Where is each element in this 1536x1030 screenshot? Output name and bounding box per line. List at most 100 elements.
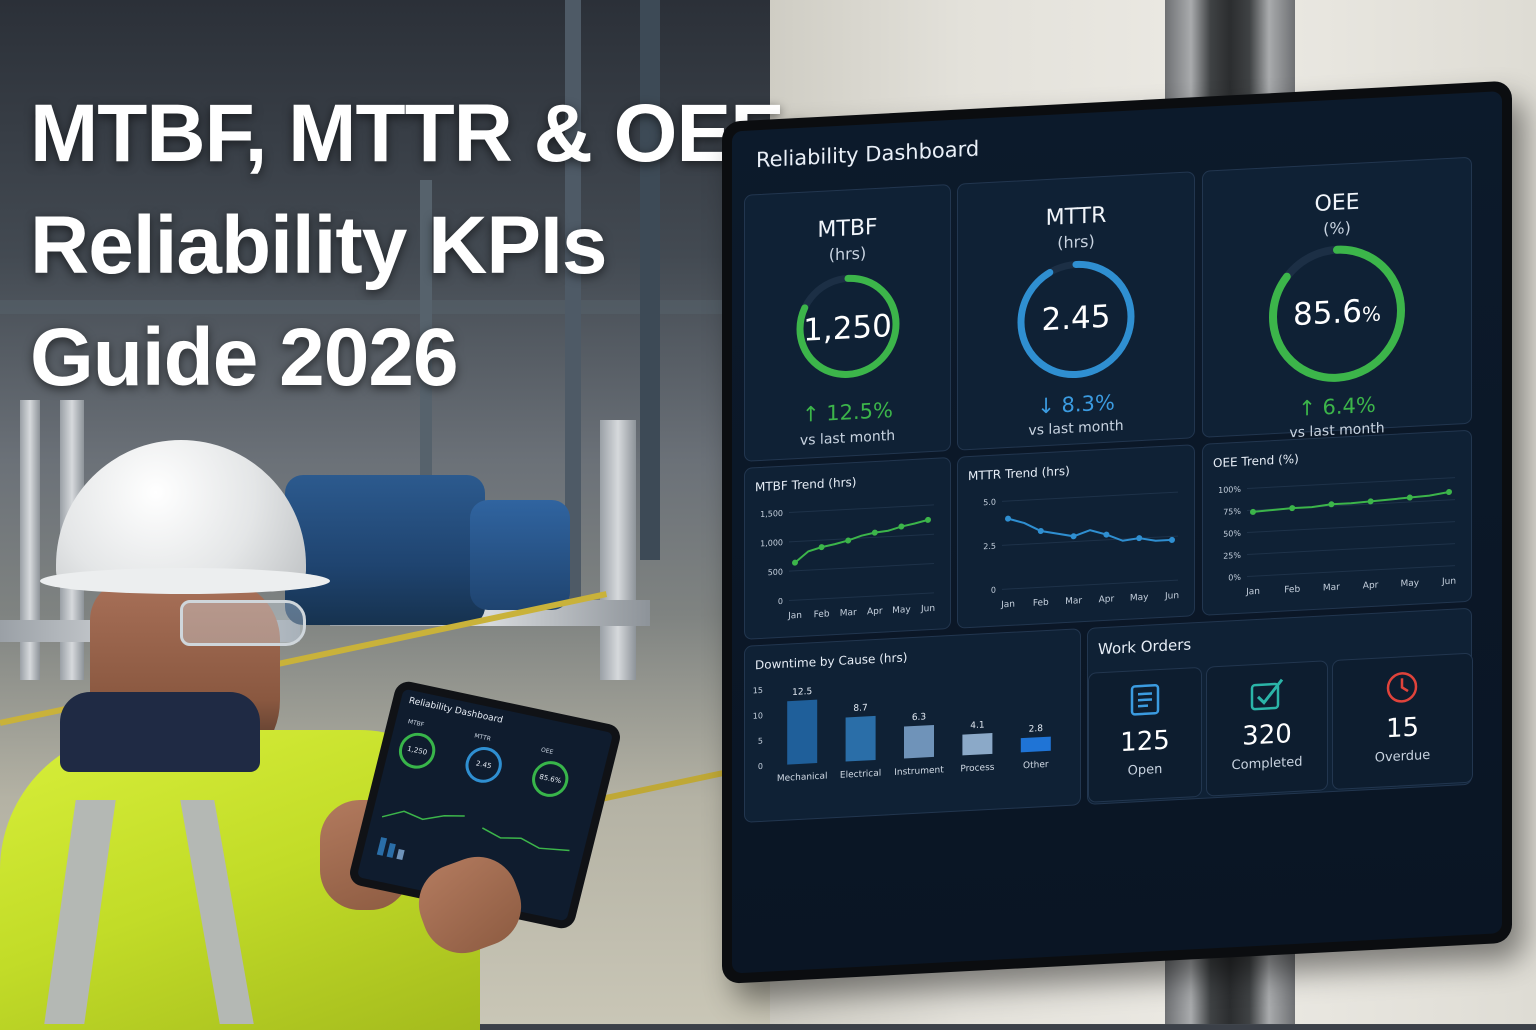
x-tick-label: Mar <box>1323 583 1340 594</box>
kpi-value-number: 85.6 <box>1292 293 1362 334</box>
bar-value-label: 4.1 <box>970 720 984 731</box>
data-point <box>1070 533 1077 540</box>
y-tick-label: 25% <box>1223 551 1241 561</box>
y-tick-label: 15 <box>753 686 763 696</box>
dashboard-title: Reliability Dashboard <box>756 136 980 173</box>
bar-value-label: 12.5 <box>792 687 812 698</box>
y-tick-label: 1,500 <box>760 509 783 519</box>
work-order-overdue[interactable]: 15 Overdue <box>1332 652 1473 791</box>
bar-category-label: Other <box>1023 760 1049 771</box>
mttr-trend-card[interactable]: MTTR Trend (hrs) 0 2.5 5.0 Jan Feb Mar Apr May J… <box>957 444 1195 629</box>
gridline <box>789 504 934 513</box>
data-point <box>845 537 852 544</box>
tablet-mtbf-label: MTBF <box>407 718 425 729</box>
kpi-note: vs last month <box>799 427 896 449</box>
x-tick-label: Feb <box>1284 585 1300 596</box>
x-tick-label: Apr <box>1363 581 1379 592</box>
data-point <box>1136 535 1143 542</box>
safety-glasses <box>180 600 306 646</box>
data-point <box>871 529 878 536</box>
check-icon <box>1250 678 1284 711</box>
tablet-oee-ring: 85.6% <box>528 757 573 801</box>
bar-category-label: Electrical <box>840 769 881 781</box>
y-tick-label: 0 <box>991 586 996 595</box>
data-point <box>1367 498 1374 505</box>
kpi-card-mttr[interactable]: MTTR (hrs) 2.45 ↓ 8.3% vs last month <box>957 171 1195 451</box>
x-tick-label: May <box>1401 578 1420 589</box>
x-tick-label: Jun <box>1164 591 1179 602</box>
x-tick-label: Jan <box>1245 587 1260 598</box>
data-point <box>818 544 825 551</box>
work-orders-card[interactable]: Work Orders 125 Open 320 Completed <box>1087 607 1473 805</box>
work-order-label: Open <box>1127 761 1163 779</box>
kpi-value: 2.45 <box>1041 298 1111 339</box>
data-point <box>925 516 931 523</box>
tablet-mttr-ring: 2.45 <box>461 743 506 787</box>
x-tick-label: Feb <box>1033 598 1049 609</box>
tablet-oee-value: 85.6% <box>538 772 563 786</box>
work-orders-title: Work Orders <box>1098 635 1192 659</box>
gridline <box>1247 565 1455 577</box>
x-tick-label: May <box>1130 593 1149 604</box>
y-tick-label: 1,000 <box>760 538 783 548</box>
y-tick-label: 2.5 <box>983 542 996 552</box>
headline-line-2: Reliability KPIs <box>30 200 607 291</box>
mttr-trend-chart: 0 2.5 5.0 Jan Feb Mar Apr May Jun <box>983 491 1179 610</box>
kpi-card-oee[interactable]: OEE (%) 85.6% ↑ 6.4% vs last month <box>1202 156 1472 441</box>
tablet-mini-charts <box>376 810 570 860</box>
headline-line-3: Guide 2026 <box>30 312 459 403</box>
data-point <box>1328 501 1335 508</box>
data-point <box>1037 527 1044 534</box>
work-order-completed[interactable]: 320 Completed <box>1206 660 1328 797</box>
headline-line-1: MTBF, MTTR & OEE: <box>30 88 811 179</box>
data-point <box>898 523 905 530</box>
hard-hat-brim <box>40 568 330 594</box>
work-order-open[interactable]: 125 Open <box>1088 666 1202 803</box>
tablet-mtbf-ring: 1,250 <box>395 729 440 772</box>
kpi-delta: ↑ 12.5% <box>802 398 893 427</box>
kpi-value: 1,250 <box>803 308 892 349</box>
y-tick-label: 100% <box>1218 485 1241 495</box>
data-point <box>1446 488 1452 495</box>
tablet-screen[interactable]: Reliability Dashboard MTBF MTTR OEE 1,25… <box>356 688 614 922</box>
bar <box>845 715 876 762</box>
tablet: Reliability Dashboard MTBF MTTR OEE 1,25… <box>347 679 623 931</box>
x-tick-label: Jun <box>1441 577 1456 588</box>
oee-trend-card[interactable]: OEE Trend (%) 0% 25% 50% 75% 100% Jan Feb Mar Ap… <box>1202 429 1472 616</box>
x-tick-label: Mar <box>1065 596 1082 607</box>
downtime-bar-chart: 0 5 10 15 12.5 Mechanical 8.7 Electrical 6.3 Inst… <box>753 686 1051 784</box>
x-tick-label: Apr <box>1099 594 1115 605</box>
data-point <box>1005 515 1011 522</box>
data-point <box>1250 508 1256 515</box>
kpi-ring-mttr <box>1017 260 1135 379</box>
data-point <box>1289 505 1296 512</box>
mtbf-trend-card[interactable]: MTBF Trend (hrs) 0 500 1,000 1,500 Jan Feb Mar… <box>744 456 951 640</box>
work-order-label: Overdue <box>1374 747 1431 766</box>
bar-value-label: 2.8 <box>1029 724 1044 735</box>
gridline <box>1247 477 1455 489</box>
data-point <box>792 559 798 566</box>
work-order-count: 125 <box>1120 725 1170 759</box>
gridline <box>1002 491 1178 502</box>
work-order-label: Completed <box>1231 754 1303 774</box>
bar-category-label: Instrument <box>894 765 944 778</box>
data-point <box>1169 536 1175 543</box>
series-line <box>1007 517 1172 542</box>
data-point <box>1103 531 1110 538</box>
kpi-card-mtbf[interactable]: MTBF (hrs) 1,250 ↑ 12.5% vs last month <box>744 183 951 462</box>
data-point <box>1406 494 1413 501</box>
x-tick-label: Jun <box>920 604 935 615</box>
gridline <box>789 533 934 543</box>
y-tick-label: 0% <box>1228 573 1241 583</box>
y-tick-label: 50% <box>1223 529 1241 539</box>
x-tick-label: May <box>892 605 911 616</box>
y-tick-label: 0 <box>778 597 783 606</box>
bar <box>1020 736 1051 753</box>
gridline <box>789 592 934 601</box>
kpi-ring-mtbf <box>796 274 899 378</box>
series-line <box>794 518 929 564</box>
y-tick-label: 10 <box>753 711 763 721</box>
downtime-card[interactable]: Downtime by Cause (hrs) 0 5 10 15 12.5 Mechan… <box>744 628 1081 823</box>
x-tick-label: Jan <box>787 611 802 622</box>
x-tick-label: Apr <box>867 607 883 618</box>
